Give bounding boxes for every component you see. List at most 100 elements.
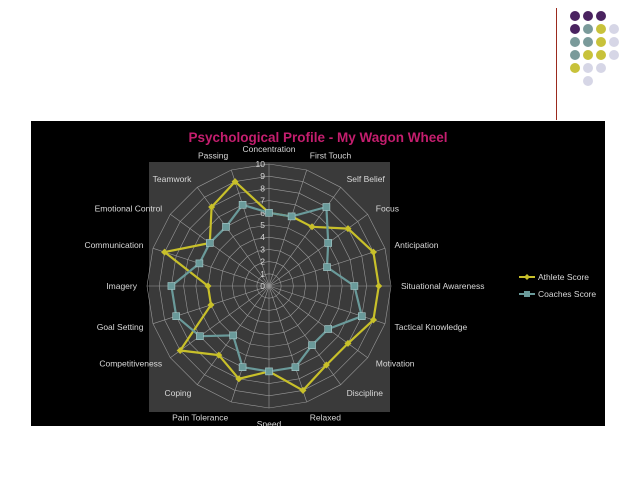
tick-label: 3 <box>260 244 265 254</box>
divider-line <box>556 8 557 120</box>
spoke <box>231 169 270 287</box>
tick-label: 10 <box>256 159 266 169</box>
decorative-dot <box>583 63 593 73</box>
data-point-coaches <box>196 332 204 340</box>
decorative-dot <box>570 50 580 60</box>
legend-marker-athlete <box>524 274 530 280</box>
data-point-coaches <box>357 312 366 320</box>
category-label: Tactical Knowledge <box>395 322 468 332</box>
decorative-dot <box>596 50 606 60</box>
decorative-dot-grid <box>570 11 619 86</box>
category-label: Self Belief <box>347 174 386 184</box>
category-label: Focus <box>376 203 399 213</box>
spoke <box>268 214 368 287</box>
data-point-athlete <box>235 375 243 383</box>
decorative-dot <box>609 37 619 47</box>
radar-chart: Psychological Profile - My Wagon Wheel 0… <box>84 130 596 426</box>
legend-item-coaches: Coaches Score <box>519 289 596 299</box>
tick-label: 1 <box>260 269 265 279</box>
data-point-athlete <box>344 225 352 233</box>
spoke <box>152 248 270 287</box>
data-point-coaches <box>222 223 230 231</box>
decorative-dot <box>583 24 593 34</box>
data-point-athlete <box>369 316 377 324</box>
legend-marker-coaches <box>524 291 530 297</box>
category-label: Imagery <box>106 281 137 291</box>
category-label: Motivation <box>376 359 415 369</box>
category-labels: Concentration First Touch Self Belief Focus… <box>84 144 484 426</box>
data-point-athlete <box>344 339 352 347</box>
data-point-coaches <box>238 363 247 371</box>
data-point-coaches <box>167 282 176 290</box>
category-label: Concentration <box>243 144 296 154</box>
decorative-dot <box>570 24 580 34</box>
tick-label: 2 <box>260 257 265 267</box>
category-label: Relaxed <box>310 413 341 423</box>
category-label: Competitiveness <box>99 359 162 369</box>
category-label: Teamwork <box>153 174 192 184</box>
decorative-dot <box>583 76 593 86</box>
spoke <box>268 285 368 358</box>
category-label: Speed <box>257 419 282 426</box>
category-label: Situational Awareness <box>401 281 484 291</box>
tick-label: 0 <box>260 281 265 291</box>
data-point-coaches <box>195 259 204 268</box>
category-label: Communication <box>84 240 143 250</box>
category-label: Passing <box>198 151 229 161</box>
decorative-dot <box>583 37 593 47</box>
decorative-dot <box>596 11 606 21</box>
decorative-dot <box>609 24 619 34</box>
data-point-coaches <box>291 363 300 371</box>
data-point-athlete <box>308 223 316 231</box>
decorative-dot <box>570 11 580 21</box>
decorative-dot <box>609 50 619 60</box>
data-point-coaches <box>206 239 214 247</box>
data-point-coaches <box>172 312 180 320</box>
category-label: Emotional Control <box>95 203 163 213</box>
data-point-athlete <box>322 361 330 369</box>
tick-label: 6 <box>260 208 265 218</box>
decorative-dot <box>596 37 606 47</box>
tick-label: 9 <box>260 171 265 181</box>
legend-label-athlete: Athlete Score <box>538 272 589 282</box>
legend: Athlete Score Coaches Score <box>519 272 596 299</box>
data-point-athlete <box>208 203 216 211</box>
tick-label: 5 <box>260 220 265 230</box>
data-point-athlete <box>299 386 307 394</box>
spoke <box>197 187 270 287</box>
tick-labels: 0 1 2 3 4 5 6 7 8 9 10 <box>256 159 266 291</box>
data-point-coaches <box>322 203 331 211</box>
category-label: Discipline <box>347 388 384 398</box>
data-point-athlete <box>176 347 184 355</box>
data-point-coaches <box>323 263 331 271</box>
decorative-dot <box>583 11 593 21</box>
data-point-coaches <box>238 201 247 209</box>
tick-label: 8 <box>260 183 265 193</box>
tick-label: 7 <box>260 196 265 206</box>
data-point-coaches <box>350 282 359 290</box>
decorative-dot <box>583 50 593 60</box>
category-label: Pain Tolerance <box>172 413 228 423</box>
spoke <box>231 285 270 403</box>
data-point-athlete <box>375 282 383 290</box>
spoke <box>268 285 341 385</box>
category-label: Anticipation <box>395 240 439 250</box>
decorative-dot <box>570 63 580 73</box>
category-label: Goal Setting <box>97 322 144 332</box>
chart-title: Psychological Profile - My Wagon Wheel <box>188 130 447 145</box>
data-point-coaches <box>324 239 333 247</box>
decorative-dot <box>570 37 580 47</box>
data-point-athlete <box>207 301 215 309</box>
spoke <box>170 214 270 287</box>
data-point-athlete <box>215 351 223 359</box>
data-point-athlete <box>369 248 377 256</box>
decorative-dot <box>596 63 606 73</box>
data-point-coaches <box>324 325 333 333</box>
spoke <box>268 285 307 403</box>
data-point-coaches <box>229 331 237 340</box>
decorative-dot <box>596 24 606 34</box>
legend-label-coaches: Coaches Score <box>538 289 596 299</box>
spoke <box>268 285 386 324</box>
data-point-coaches <box>265 367 273 376</box>
legend-item-athlete: Athlete Score <box>519 272 589 282</box>
